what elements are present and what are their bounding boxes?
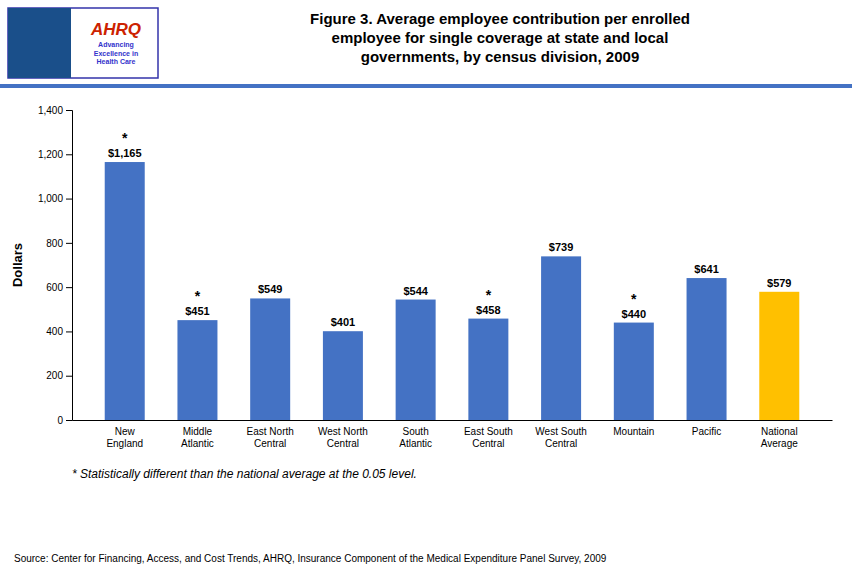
data-label: $579 <box>767 277 791 289</box>
data-label: $641 <box>694 263 718 275</box>
data-label: $440 <box>622 308 646 320</box>
bar <box>468 319 508 420</box>
annotation: * <box>486 287 492 303</box>
y-tick-label: 1,000 <box>38 193 63 204</box>
y-tick-label: 0 <box>57 415 63 426</box>
x-axis: NewEngland MiddleAtlantic East NorthCentra… <box>73 421 833 449</box>
bar <box>759 292 799 420</box>
bar <box>177 320 217 420</box>
annotation: * <box>195 288 201 304</box>
x-tick: MiddleAtlantic <box>181 426 214 449</box>
bar <box>687 278 727 420</box>
y-tick: 1,200 <box>38 149 72 160</box>
x-tick: West NorthCentral <box>318 426 368 449</box>
x-tick: NewEngland <box>106 426 143 449</box>
y-tick-mark <box>66 243 72 244</box>
data-label: $544 <box>403 285 428 297</box>
data-label: $451 <box>185 305 209 317</box>
data-label: $739 <box>549 241 573 253</box>
x-tick: West SouthCentral <box>535 426 587 449</box>
y-tick-mark <box>66 110 72 111</box>
y-tick-mark <box>66 376 72 377</box>
x-tick-label: NewEngland <box>106 426 143 449</box>
y-tick-label: 800 <box>46 238 63 249</box>
title: Figure 3. Average employee contribution … <box>310 10 690 65</box>
y-tick-label: 1,200 <box>38 149 63 160</box>
data-labels: $1,165 $451 $549 $401 $544 $458 $739 $440 $641 $5… <box>108 147 792 328</box>
y-tick-mark <box>66 199 72 200</box>
footnote: * Statistically different than the natio… <box>72 467 417 481</box>
annotations: * * * * <box>122 130 637 307</box>
y-tick: 800 <box>46 238 72 249</box>
y-tick: 1,400 <box>38 105 72 116</box>
x-tick-label: NationalAverage <box>761 426 799 449</box>
data-label: $549 <box>258 283 282 295</box>
x-tick-label: East NorthCentral <box>247 426 294 449</box>
bar <box>323 331 363 420</box>
y-tick-mark <box>66 331 72 332</box>
plot: 0 200 400 600 800 1,000 1,200 1,400 NewEngland Mi… <box>10 105 833 449</box>
x-tick-label: West NorthCentral <box>318 426 368 449</box>
x-tick: Pacific <box>692 426 721 437</box>
y-tick-label: 200 <box>46 370 63 381</box>
x-tick-label: East SouthCentral <box>464 426 513 449</box>
bar <box>250 298 290 420</box>
x-tick: Mountain <box>613 426 654 437</box>
y-axis: 0 200 400 600 800 1,000 1,200 1,400 <box>38 105 73 426</box>
y-axis-title: Dollars <box>10 243 25 287</box>
bar <box>105 162 145 420</box>
x-tick-label: Mountain <box>613 426 654 437</box>
bars <box>105 162 800 420</box>
data-label: $1,165 <box>108 147 142 159</box>
x-tick: NationalAverage <box>761 426 799 449</box>
x-tick-label: Pacific <box>692 426 721 437</box>
y-tick: 400 <box>46 326 72 337</box>
chart: AHRQ AdvancingExcellence inHealth Care Fig… <box>0 0 852 576</box>
x-tick: East NorthCentral <box>247 426 294 449</box>
y-axis-line <box>66 111 73 421</box>
header-separator <box>0 84 852 88</box>
logo-title: AHRQ <box>90 20 141 39</box>
source: Source: Center for Financing, Access, an… <box>14 553 607 564</box>
x-tick-label: SouthAtlantic <box>399 426 432 449</box>
y-tick-label: 600 <box>46 282 63 293</box>
logo: AHRQ AdvancingExcellence inHealth Care <box>8 8 158 78</box>
bar <box>396 300 436 420</box>
y-tick-mark <box>66 154 72 155</box>
y-tick: 600 <box>46 282 72 293</box>
annotation: * <box>631 291 637 307</box>
logo-subtitle: AdvancingExcellence inHealth Care <box>94 41 138 65</box>
bar <box>541 256 581 420</box>
y-tick-label: 400 <box>46 326 63 337</box>
x-tick-label: West SouthCentral <box>535 426 587 449</box>
y-tick-mark <box>66 287 72 288</box>
x-axis-line <box>73 420 833 421</box>
x-tick: East SouthCentral <box>464 426 513 449</box>
y-tick: 0 <box>57 415 72 426</box>
y-tick: 200 <box>46 370 72 381</box>
y-tick-label: 1,400 <box>38 105 63 116</box>
x-tick-label: MiddleAtlantic <box>181 426 214 449</box>
y-tick-mark <box>66 420 72 421</box>
logo-block <box>8 8 71 78</box>
bar <box>614 323 654 420</box>
annotation: * <box>122 130 128 146</box>
x-tick: SouthAtlantic <box>399 426 432 449</box>
data-label: $458 <box>476 304 500 316</box>
logo-frame <box>8 8 158 78</box>
y-tick: 1,000 <box>38 193 72 204</box>
data-label: $401 <box>331 316 355 328</box>
